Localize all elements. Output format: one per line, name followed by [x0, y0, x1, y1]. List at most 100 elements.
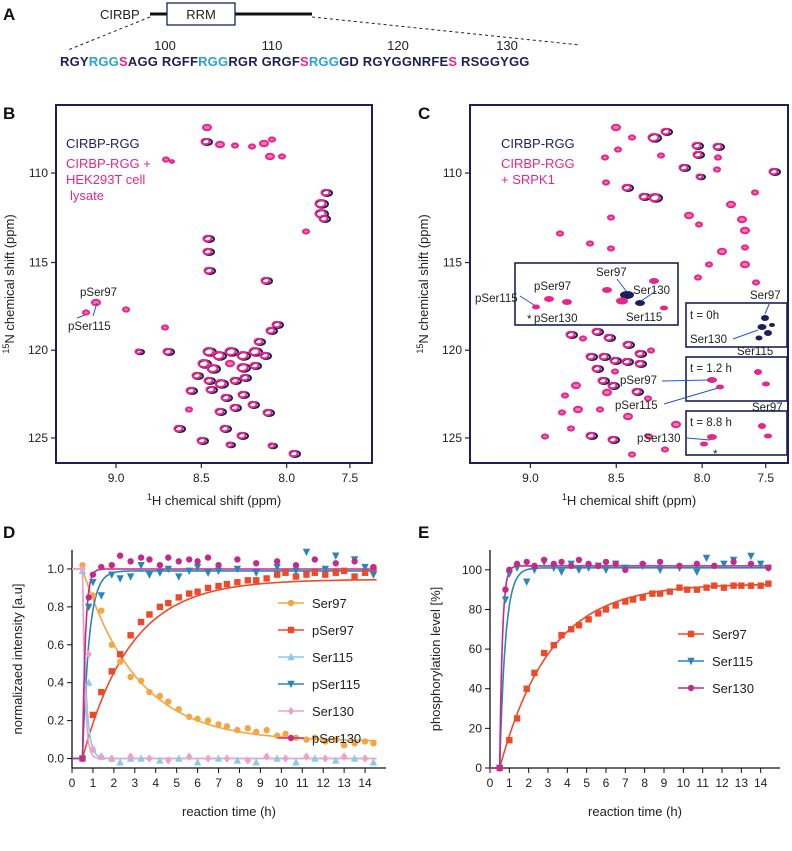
b-peak-magenta — [271, 320, 282, 329]
d-point-pser130 — [175, 558, 182, 565]
c-xtick-label: 7.5 — [757, 471, 774, 485]
inset-t0-pointer-2 — [764, 301, 771, 315]
d-point-pser97 — [253, 577, 260, 584]
d-point-pser97 — [361, 569, 369, 576]
e-point-ser97 — [666, 588, 673, 595]
inset-t0-pointer-1 — [732, 329, 759, 340]
d-point-pser115 — [214, 567, 223, 576]
c-peak-magenta — [573, 405, 583, 414]
d-xtick-label: 7 — [215, 776, 222, 790]
e-legend-marker-ser130 — [687, 684, 695, 692]
d-point-ser130 — [89, 744, 97, 754]
c-label-asterisk: * — [527, 314, 532, 326]
d-point-ser97 — [282, 730, 289, 738]
e-point-ser115 — [501, 596, 510, 604]
d-point-pser115 — [292, 567, 300, 576]
e-point-ser130 — [496, 764, 503, 772]
c-peak-magenta — [684, 211, 694, 220]
e-point-ser130 — [506, 566, 513, 574]
d-point-pser97 — [223, 580, 231, 588]
b-ytick-label: 110 — [29, 166, 48, 180]
nmr-spectrum-c — [541, 123, 781, 458]
b-annotation-pser97: pSer97 — [80, 287, 117, 299]
c-peak-magenta — [567, 425, 575, 432]
c-peak-magenta — [607, 214, 615, 221]
inset-t0-title: t = 0h — [690, 310, 719, 322]
d-point-ser130 — [85, 650, 92, 659]
d-xtick-label: 0 — [69, 776, 76, 790]
b-peak-magenta — [215, 140, 225, 149]
e-point-ser97 — [720, 584, 728, 591]
sequence-segment-10: RSGGYGG — [457, 54, 529, 69]
inset-t12-pser97: pSer97 — [620, 375, 657, 387]
e-xtick-label: 1 — [506, 776, 513, 790]
c-peak-magenta — [645, 433, 653, 440]
c-peak-magenta — [695, 173, 704, 180]
e-point-ser130 — [747, 560, 755, 568]
c-peak-magenta — [586, 240, 594, 247]
zoom-line-right — [311, 16, 581, 46]
d-point-pser97 — [186, 590, 193, 597]
d-point-ser115 — [233, 756, 242, 764]
b-peak-magenta — [314, 199, 327, 208]
c-peak-magenta — [609, 356, 620, 365]
zoom-line-left — [67, 16, 151, 51]
d-point-pser97 — [204, 584, 212, 592]
b-ytick-label: 125 — [28, 431, 48, 445]
position-120: 120 — [387, 38, 409, 53]
e-point-ser115 — [747, 552, 755, 561]
b-peak-magenta — [214, 407, 225, 416]
d-point-pser97 — [137, 618, 145, 626]
c-peak-magenta — [621, 357, 632, 366]
e-point-ser130 — [575, 556, 583, 564]
b-peak-magenta — [225, 441, 234, 448]
d-point-pser130 — [116, 552, 124, 559]
d-point-ser97 — [156, 692, 164, 700]
e-xtick-label: 11 — [696, 776, 709, 790]
b-peak-magenta — [162, 156, 170, 163]
e-point-ser130 — [612, 560, 619, 568]
d-point-pser115 — [252, 569, 260, 577]
b-peak-magenta — [318, 214, 329, 223]
e-point-ser97 — [656, 590, 664, 597]
d-point-pser115 — [185, 567, 193, 576]
d-point-pser130 — [273, 558, 281, 565]
e-point-ser130 — [540, 556, 548, 564]
d-point-ser115 — [369, 758, 378, 766]
legend-b-lysate-2: HEK293T cell — [66, 172, 145, 187]
c-pointer-2 — [616, 278, 628, 293]
e-point-ser115 — [575, 566, 583, 575]
e-point-ser130 — [502, 586, 509, 593]
d-point-pser115 — [302, 548, 311, 557]
d-point-pser115 — [369, 571, 378, 579]
d-point-pser115 — [116, 575, 124, 583]
c-peak-magenta — [661, 446, 669, 453]
d-xlabel: reaction time (h) — [182, 804, 276, 819]
e-point-ser130 — [558, 558, 565, 566]
b-peak-magenta — [288, 449, 299, 458]
c-peak-magenta — [678, 163, 689, 172]
b-peak-magenta — [237, 390, 248, 399]
inset-t0-ser130: Ser130 — [690, 334, 727, 346]
b-ytick-label: 115 — [29, 256, 48, 270]
panel-label-e: E — [418, 523, 429, 542]
c-peak-magenta — [694, 274, 702, 281]
d-legend-label-ser97: Ser97 — [312, 596, 347, 611]
d-legend-label-pser115: pSer115 — [312, 677, 360, 692]
d-legend-marker-ser130 — [287, 706, 295, 716]
d-point-ser97 — [165, 698, 172, 705]
d-point-pser130 — [253, 560, 260, 567]
c-peak-magenta — [751, 189, 759, 196]
b-xtick-label: 7.5 — [342, 471, 359, 485]
legend-c-cirbp: CIRBP-RGG — [501, 136, 575, 151]
d-xtick-label: 6 — [194, 776, 201, 790]
b-peak-magenta — [82, 309, 90, 316]
e-point-ser97 — [568, 626, 575, 633]
d-point-ser130 — [361, 754, 369, 763]
d-point-ser97 — [370, 740, 377, 747]
b-peak-magenta — [231, 142, 239, 149]
d-point-ser115 — [292, 758, 300, 766]
d-point-ser97 — [253, 728, 260, 736]
sequence-segment-0: RGY — [60, 54, 89, 69]
e-legend-marker-ser97 — [687, 630, 695, 638]
